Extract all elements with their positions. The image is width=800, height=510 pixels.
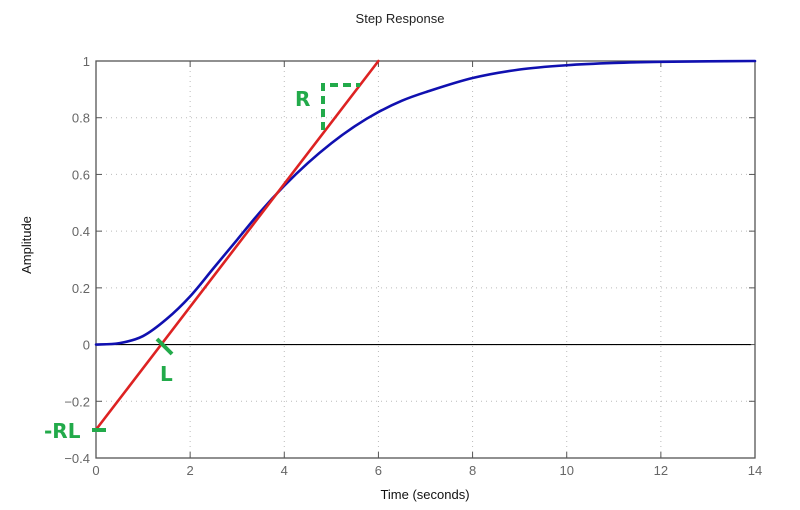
l-intercept-mark (155, 337, 174, 356)
y-tick-label: −0.4 (64, 451, 90, 466)
annotation-label: L (160, 362, 173, 386)
x-tick-label: 4 (281, 463, 288, 478)
x-axis-label: Time (seconds) (380, 487, 469, 502)
x-tick-label: 10 (559, 463, 573, 478)
x-tick-label: 8 (469, 463, 476, 478)
x-tick-label: 14 (748, 463, 762, 478)
y-axis-label: Amplitude (19, 216, 34, 274)
annotation-label: R (295, 87, 310, 111)
x-tick-label: 6 (375, 463, 382, 478)
y-tick-label: 1 (83, 54, 90, 69)
y-tick-label: 0.2 (72, 281, 90, 296)
x-tick-label: 2 (187, 463, 194, 478)
y-tick-label: 0.8 (72, 111, 90, 126)
chart-title: Step Response (355, 11, 445, 26)
tangent-line (94, 59, 380, 431)
x-tick-label: 12 (654, 463, 668, 478)
step-response-curve (94, 59, 757, 346)
y-tick-label: −0.2 (64, 394, 90, 409)
y-tick-label: 0.6 (72, 167, 90, 182)
data-series (94, 59, 757, 431)
x-tick-label: 0 (92, 463, 99, 478)
r-bracket-mark (321, 83, 360, 130)
annotation-label: -RL (44, 419, 81, 443)
plot-frame (95, 60, 756, 459)
y-tick-label: 0 (83, 338, 90, 353)
y-tick-label: 0.4 (72, 224, 90, 239)
axis-ticks: 0 2 4 6 8 10 12 14 −0.4 −0.2 0 0.2 0.4 0.6 0.8 1 (64, 54, 762, 478)
grid-lines (96, 61, 755, 458)
annotations: R L -RL (44, 83, 360, 443)
